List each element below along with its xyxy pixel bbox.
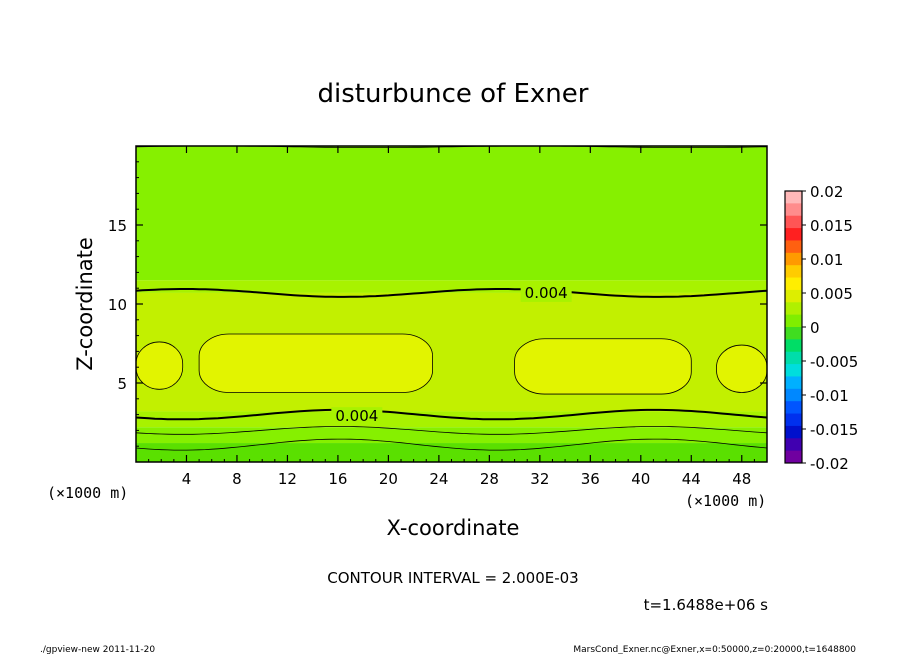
colorbar-label-4: 0	[810, 319, 820, 337]
x-tick-label-8: 8	[232, 470, 242, 488]
colorbar-label-6: -0.01	[810, 387, 849, 405]
x-tick-label-20: 20	[379, 470, 398, 488]
colorbar-label-3: 0.005	[810, 285, 853, 303]
colorbar-swatch-13	[785, 351, 802, 365]
contour-lower-0.002	[135, 426, 768, 435]
x-tick-label-40: 40	[631, 470, 650, 488]
x-tick-label-28: 28	[480, 470, 499, 488]
colorbar-label-2: 0.01	[810, 251, 843, 269]
colorbar-swatch-20	[785, 438, 802, 452]
x-tick-label-24: 24	[429, 470, 448, 488]
max-region-2	[514, 338, 692, 395]
colorbar-swatch-21	[785, 450, 802, 464]
time-text: t=1.6488e+06 s	[644, 596, 769, 614]
y-axis-ticks: 5 10 15	[108, 161, 767, 447]
x-tick-label-36: 36	[581, 470, 600, 488]
colorbar-swatch-15	[785, 376, 802, 390]
colorbar-swatch-5	[785, 252, 802, 266]
x-tick-label-44: 44	[682, 470, 701, 488]
contour-label-0: 0.004	[525, 284, 568, 302]
x-axis-ticks: 4 8 12 16 20 24 28 32 36 40 44 48	[148, 146, 755, 488]
contour-label-1: 0.004	[335, 407, 378, 425]
max-region-1	[198, 333, 433, 393]
colorbar-swatch-0	[785, 191, 802, 204]
max-region-0	[135, 341, 184, 390]
x-tick-label-12: 12	[278, 470, 297, 488]
colorbar-swatch-11	[785, 327, 802, 340]
colorbar: 0.02 0.015 0.01 0.005 0 -0.005 -0.01 -0.015 -0.0…	[784, 183, 858, 473]
colorbar-swatch-7	[785, 277, 802, 291]
colorbar-swatch-17	[785, 401, 802, 415]
colorbar-swatch-2	[785, 215, 802, 229]
contour-lower-0.004	[135, 408, 768, 421]
field-band-5	[136, 443, 767, 462]
colorbar-label-5: -0.005	[810, 353, 858, 371]
colorbar-swatch-18	[785, 413, 802, 427]
y-tick-label-5: 5	[117, 375, 127, 393]
y-tick-label-10: 10	[108, 296, 127, 314]
y-axis-unit: (×1000 m)	[685, 492, 766, 510]
colorbar-swatch-19	[785, 425, 802, 439]
field-band-4	[136, 427, 767, 444]
colorbar-swatch-14	[785, 364, 802, 377]
colorbar-label-8: -0.02	[810, 455, 849, 473]
colorbar-swatch-6	[785, 265, 802, 279]
colorbar-swatch-1	[785, 203, 802, 217]
x-tick-label-16: 16	[328, 470, 347, 488]
colorbar-swatch-9	[785, 302, 802, 316]
contour-label-bg-1	[331, 407, 383, 426]
field-band-1	[136, 280, 767, 293]
colorbar-swatch-10	[785, 314, 802, 328]
max-region-3	[716, 344, 768, 393]
x-tick-label-32: 32	[530, 470, 549, 488]
contour-labels: 0.004 0.004	[331, 283, 572, 426]
contour-label-bg-0	[520, 283, 572, 302]
chart-title: disturbunce of Exner	[318, 79, 589, 109]
contour-interval-text: CONTOUR INTERVAL = 2.000E-03	[327, 569, 578, 587]
contour-lines	[135, 145, 768, 451]
footer-left: ./gpview-new 2011-11-20	[40, 645, 155, 654]
y-axis-label: Z-coordinate	[73, 237, 97, 371]
colorbar-label-1: 0.015	[810, 217, 853, 235]
field-band-0	[136, 146, 767, 281]
footer-right: MarsCond_Exner.nc@Exner,x=0:50000,z=0:20…	[573, 645, 856, 654]
colorbar-swatch-12	[785, 339, 802, 353]
colorbar-label-7: -0.015	[810, 421, 858, 439]
x-axis-unit: (×1000 m)	[47, 484, 128, 502]
x-axis-label: X-coordinate	[387, 516, 520, 540]
colorbar-swatch-4	[785, 240, 802, 254]
y-tick-label-15: 15	[108, 217, 127, 235]
x-tick-label-48: 48	[732, 470, 751, 488]
contour-lower-0.000	[135, 438, 768, 451]
colorbar-swatch-16	[785, 388, 802, 402]
x-tick-label-4: 4	[182, 470, 192, 488]
colorbar-label-0: 0.02	[810, 183, 843, 201]
colorbar-swatch-3	[785, 228, 802, 241]
field-band-3	[136, 411, 767, 428]
field-plot-area	[135, 146, 768, 462]
colorbar-swatch-8	[785, 289, 802, 303]
contour-upper-0.004	[135, 288, 768, 298]
